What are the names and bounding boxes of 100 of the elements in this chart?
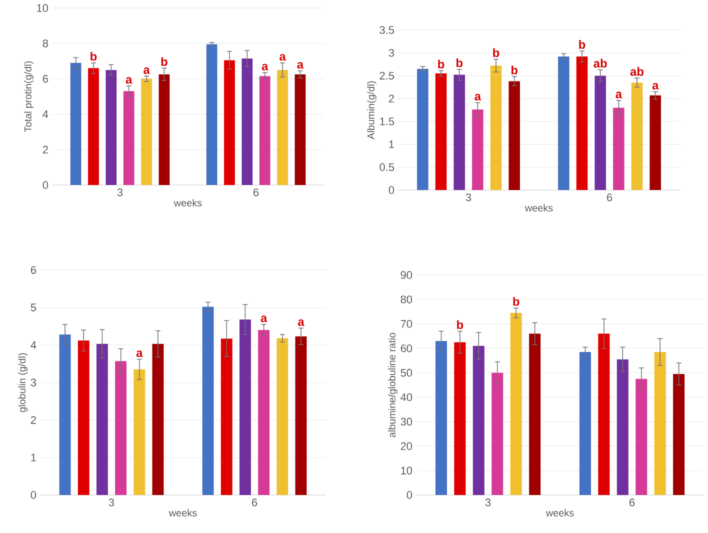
y-tick-label: 4 (30, 341, 36, 349)
data-label: b (90, 52, 97, 61)
y-tick-label: 60 (400, 344, 412, 352)
data-label: a (298, 319, 304, 326)
x-tick-label: 3 (485, 498, 491, 506)
data-label: b (438, 60, 444, 68)
bar (206, 44, 218, 185)
bar (616, 359, 628, 495)
bar (152, 344, 164, 495)
y-tick-label: 3.5 (380, 26, 394, 34)
bar (258, 330, 270, 495)
data-label: a (616, 92, 622, 98)
bar (106, 70, 117, 185)
x-axis-title: weeks (524, 204, 553, 212)
bar (650, 95, 661, 190)
bar (594, 76, 606, 190)
x-tick-label: 6 (630, 498, 635, 506)
bar (472, 346, 484, 495)
bar (134, 369, 146, 495)
data-label: a (280, 54, 286, 61)
y-tick-label: 0 (406, 491, 412, 499)
y-axis-title: Total protin(g/dl) (24, 61, 34, 132)
bar (435, 341, 447, 495)
data-label: a (126, 77, 132, 84)
y-tick-label: 1 (389, 140, 394, 148)
bar (490, 66, 502, 190)
bar (636, 378, 648, 495)
x-tick-label: 6 (252, 498, 258, 506)
bar (295, 336, 307, 495)
bar (259, 76, 270, 185)
y-tick-label: 4 (42, 110, 48, 118)
bar (435, 73, 447, 190)
y-tick-label: 2.5 (380, 72, 394, 80)
y-tick-label: 3 (30, 378, 36, 386)
bar (579, 352, 591, 495)
bar (220, 338, 232, 495)
y-tick-label: 80 (400, 296, 412, 304)
y-tick-label: 6 (42, 74, 48, 83)
y-tick-label: 70 (400, 320, 412, 328)
y-tick-label: 1 (31, 454, 36, 462)
y-tick-label: 2 (388, 94, 394, 102)
bar (70, 62, 82, 185)
bar (613, 108, 624, 190)
y-axis-title: globulin (g/dl) (18, 353, 28, 412)
bar (78, 340, 90, 495)
bar (454, 74, 465, 190)
x-tick-label: 3 (108, 498, 114, 506)
data-label: a (262, 64, 268, 70)
bar (294, 74, 306, 185)
y-tick-label: 10 (401, 466, 412, 474)
bar (277, 70, 288, 185)
data-label: b (456, 58, 462, 68)
bar (472, 110, 484, 190)
data-label: a (297, 62, 304, 69)
y-tick-label: 1.5 (380, 118, 394, 126)
bar (115, 361, 127, 495)
bar (202, 306, 214, 495)
bar (276, 338, 288, 495)
bar (492, 372, 504, 495)
bar (224, 60, 235, 185)
data-label: b (493, 48, 500, 58)
y-tick-label: 50 (400, 368, 412, 377)
data-label: b (457, 320, 464, 330)
data-label: b (513, 297, 520, 306)
data-label: b (511, 66, 518, 74)
bar (529, 334, 541, 495)
data-label: ab (630, 67, 644, 76)
y-tick-label: 20 (400, 442, 412, 450)
bar (158, 74, 170, 185)
bar (631, 82, 643, 190)
bar (508, 81, 520, 190)
y-tick-label: 8 (42, 40, 48, 48)
data-label: b (161, 57, 168, 66)
bar (59, 334, 71, 495)
bar (510, 312, 522, 495)
bar (576, 56, 588, 190)
y-tick-label: 5 (30, 304, 36, 312)
y-tick-label: 40 (400, 393, 412, 402)
bar (558, 56, 570, 190)
y-axis-title: Albumin(g/dl) (367, 81, 376, 140)
bar (417, 68, 428, 190)
data-label: a (652, 82, 659, 90)
y-tick-label: 90 (400, 271, 412, 279)
y-tick-label: 0 (42, 181, 48, 189)
bar (96, 344, 108, 495)
bar (88, 68, 99, 185)
x-axis-title: weeks (174, 199, 202, 206)
data-label: b (579, 40, 586, 49)
y-tick-label: 10 (37, 4, 48, 12)
y-tick-label: 0 (388, 186, 394, 194)
bar (454, 342, 466, 495)
bar (123, 91, 134, 185)
bar (242, 58, 253, 185)
bar (598, 334, 610, 495)
bar (141, 78, 152, 185)
y-tick-label: 0 (30, 491, 36, 499)
bar (654, 352, 666, 495)
data-label: a (474, 94, 482, 100)
bar (673, 374, 685, 495)
bar (239, 320, 251, 495)
